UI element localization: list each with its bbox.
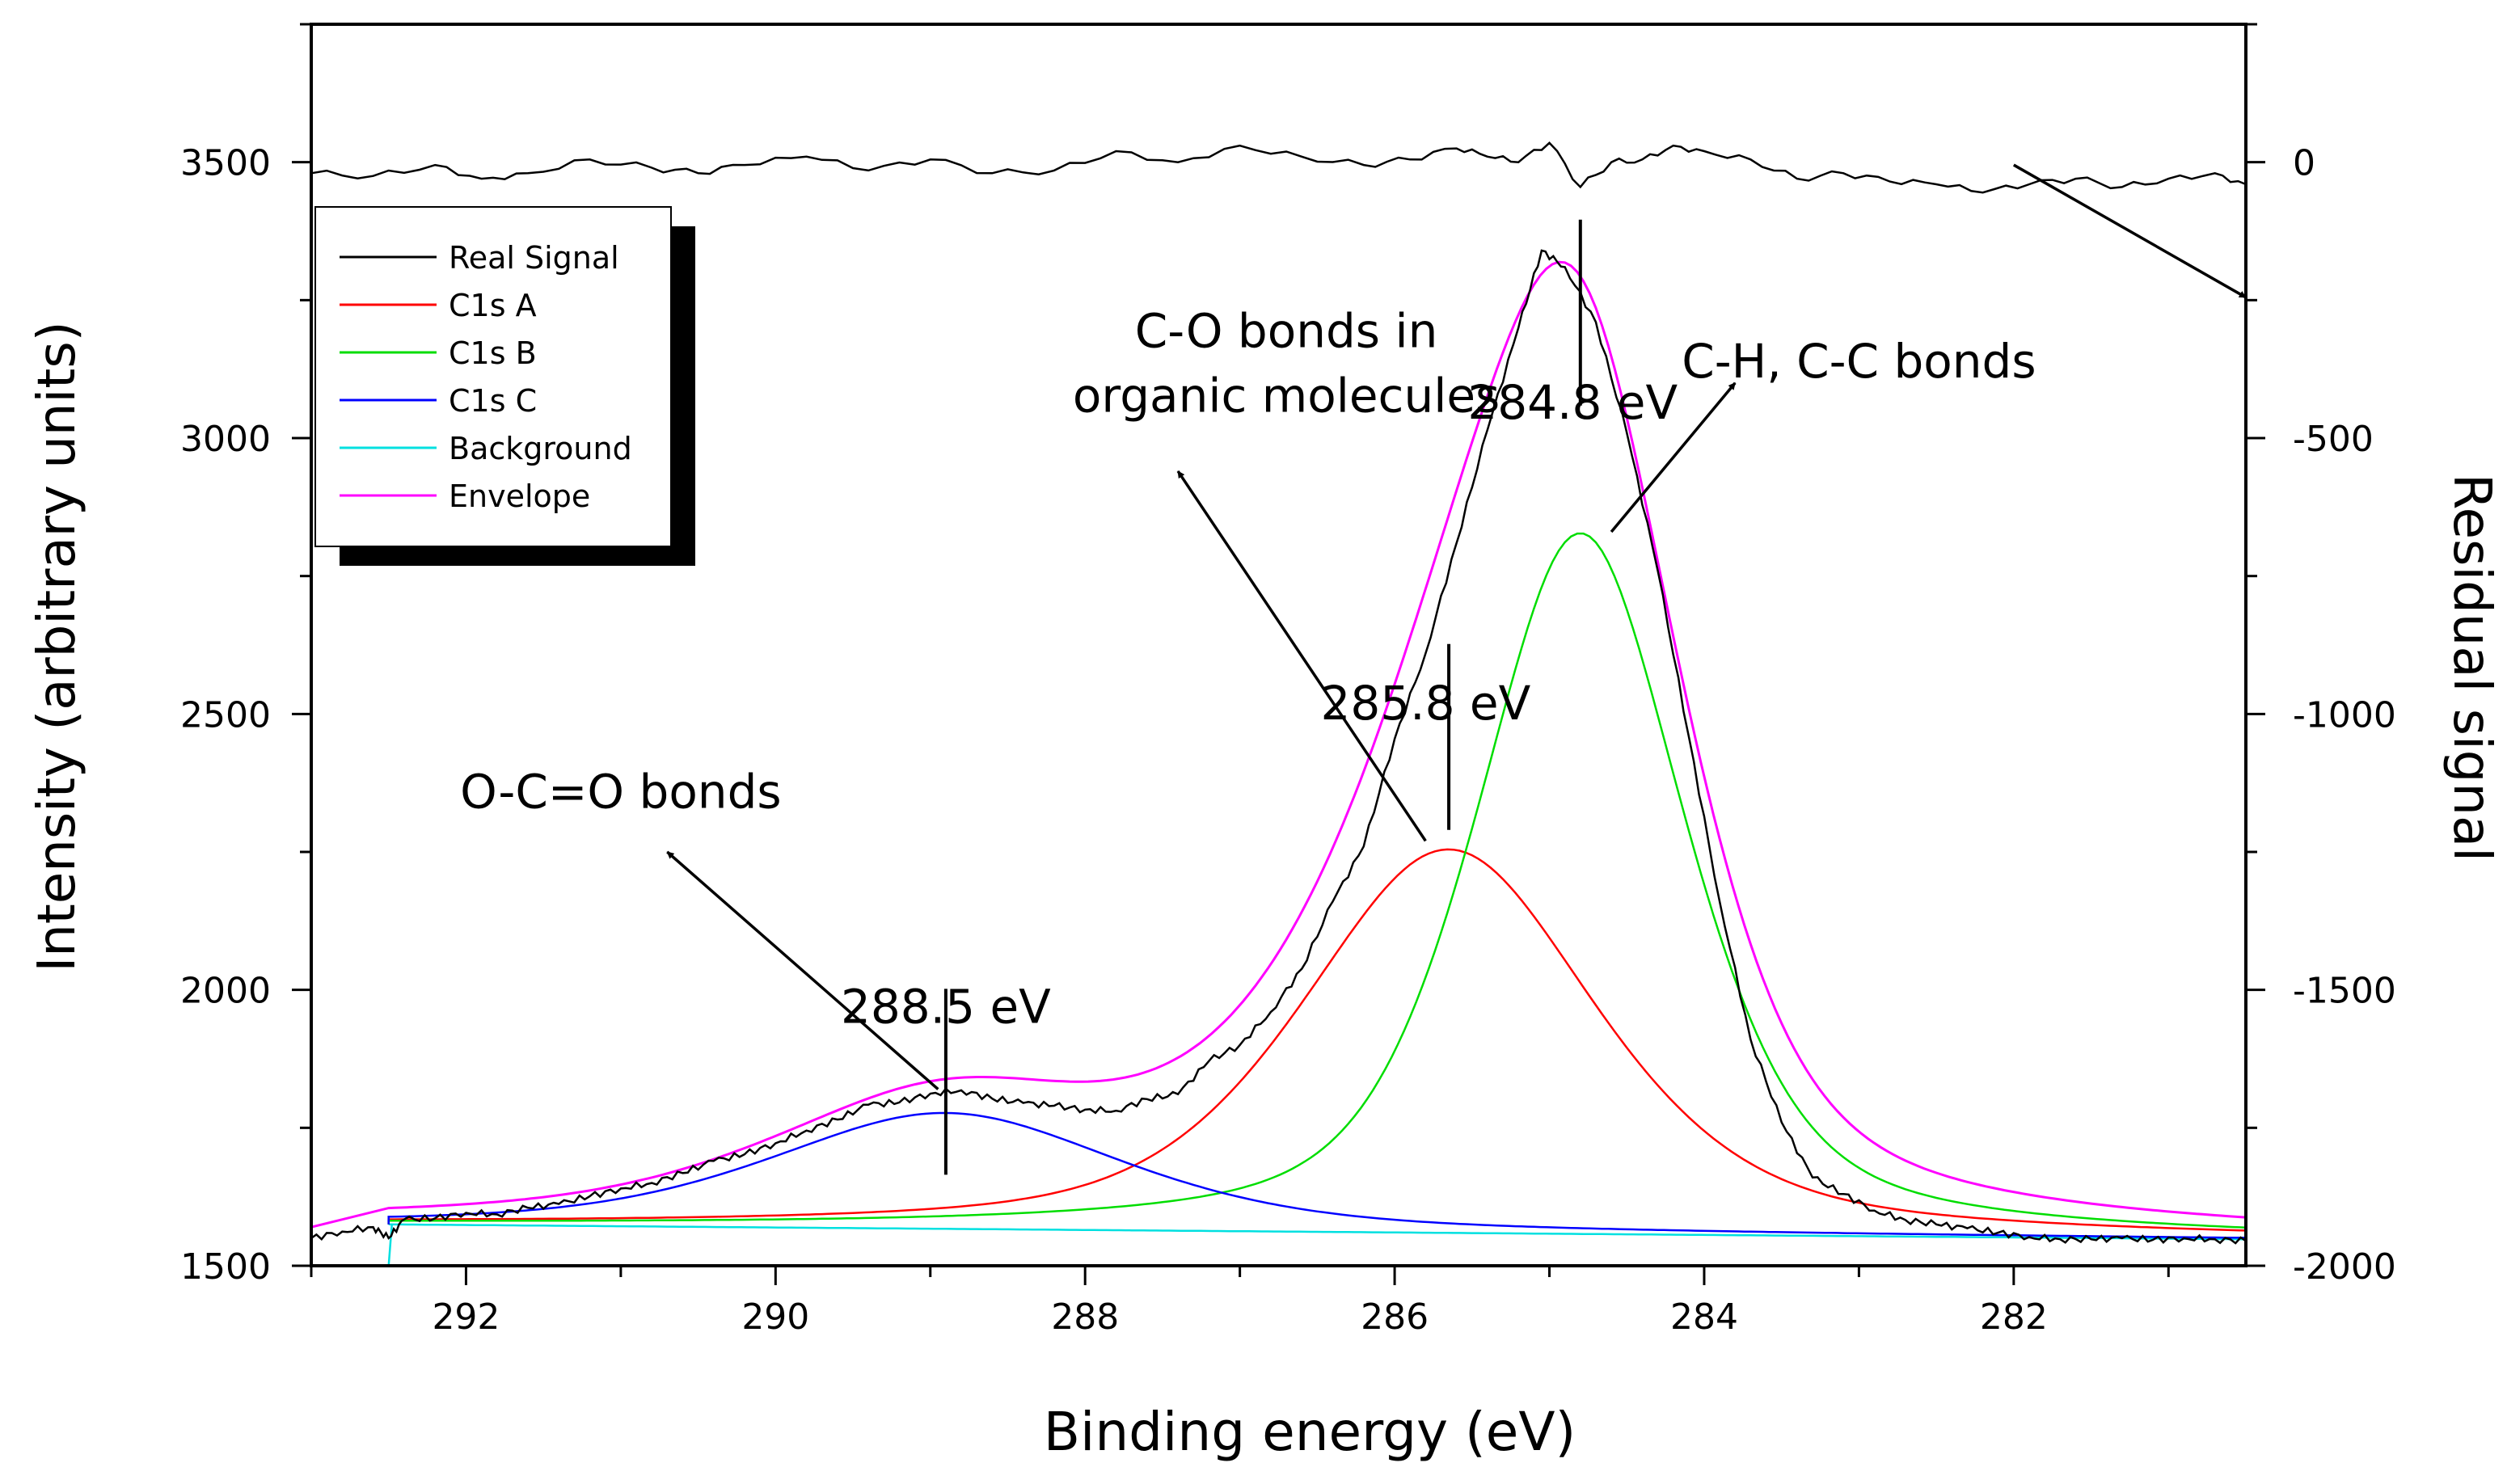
y2-tick-label: -1500	[2293, 971, 2396, 1012]
y-tick-label: 2500	[180, 694, 271, 736]
x-tick-label: 282	[1980, 1296, 2048, 1338]
annotation-arrow	[2012, 163, 2247, 299]
annotation-arrow	[1176, 470, 1427, 842]
x-axis-label: Binding energy (eV)	[1044, 1401, 1576, 1463]
series-background-line	[388, 1223, 2246, 1241]
x-tick-label: 286	[1361, 1296, 1429, 1338]
annotation-label-288-5-ev: 288.5 eV	[841, 980, 1051, 1035]
y2-axis-label: Residual signal	[2442, 474, 2501, 862]
x-tick-label: 284	[1670, 1296, 1738, 1338]
y2-tick-label: 0	[2293, 143, 2315, 184]
series-c1s-a-line	[387, 848, 2247, 1232]
legend-label-envelope: Envelope	[449, 479, 590, 514]
y-tick-label: 2000	[180, 971, 271, 1012]
annotation-arrow	[666, 850, 939, 1090]
legend-label-c1s-a: C1s A	[449, 288, 537, 323]
legend-label-c1s-b: C1s B	[449, 335, 537, 371]
plot-frame	[310, 23, 2247, 1267]
series-c1s-b-line	[387, 532, 2247, 1229]
annotation-label-284-8-ev: 284.8 eV	[1467, 375, 1678, 430]
y-tick-label: 3000	[180, 419, 271, 460]
annotation-label-organic-molecules: organic molecules	[1073, 368, 1500, 423]
legend-label-background: Background	[449, 431, 632, 466]
y2-tick-label: -1000	[2293, 694, 2396, 736]
legend-label-c1s-c: C1s C	[449, 383, 537, 419]
legend-label-real-signal: Real Signal	[449, 240, 619, 276]
series-real-signal-line	[310, 249, 2247, 1245]
annotation-arrow	[1610, 382, 1737, 533]
annotation-label-c-h-c-c-bonds: C-H, C-C bonds	[1682, 334, 2036, 389]
y2-tick-label: -500	[2293, 419, 2374, 460]
y2-tick-label: -2000	[2293, 1246, 2396, 1288]
x-tick-label: 292	[432, 1296, 500, 1338]
annotation-label-c-o-bonds-in: C-O bonds in	[1135, 303, 1438, 358]
series-background-foot	[387, 1224, 393, 1267]
x-tick-label: 290	[741, 1296, 809, 1338]
annotation-label-285-8-ev: 285.8 eV	[1320, 676, 1530, 731]
y-tick-label: 3500	[180, 143, 271, 184]
x-tick-label: 288	[1051, 1296, 1119, 1338]
legend-box	[314, 206, 672, 547]
annotation-label-o-c-o-bonds: O-C=O bonds	[460, 764, 781, 819]
y-tick-label: 1500	[180, 1246, 271, 1288]
series-c1s-c-line	[387, 1111, 2247, 1239]
series-residual-line	[310, 141, 2247, 194]
y-axis-label: Intensity (arbitrary units)	[27, 321, 87, 972]
